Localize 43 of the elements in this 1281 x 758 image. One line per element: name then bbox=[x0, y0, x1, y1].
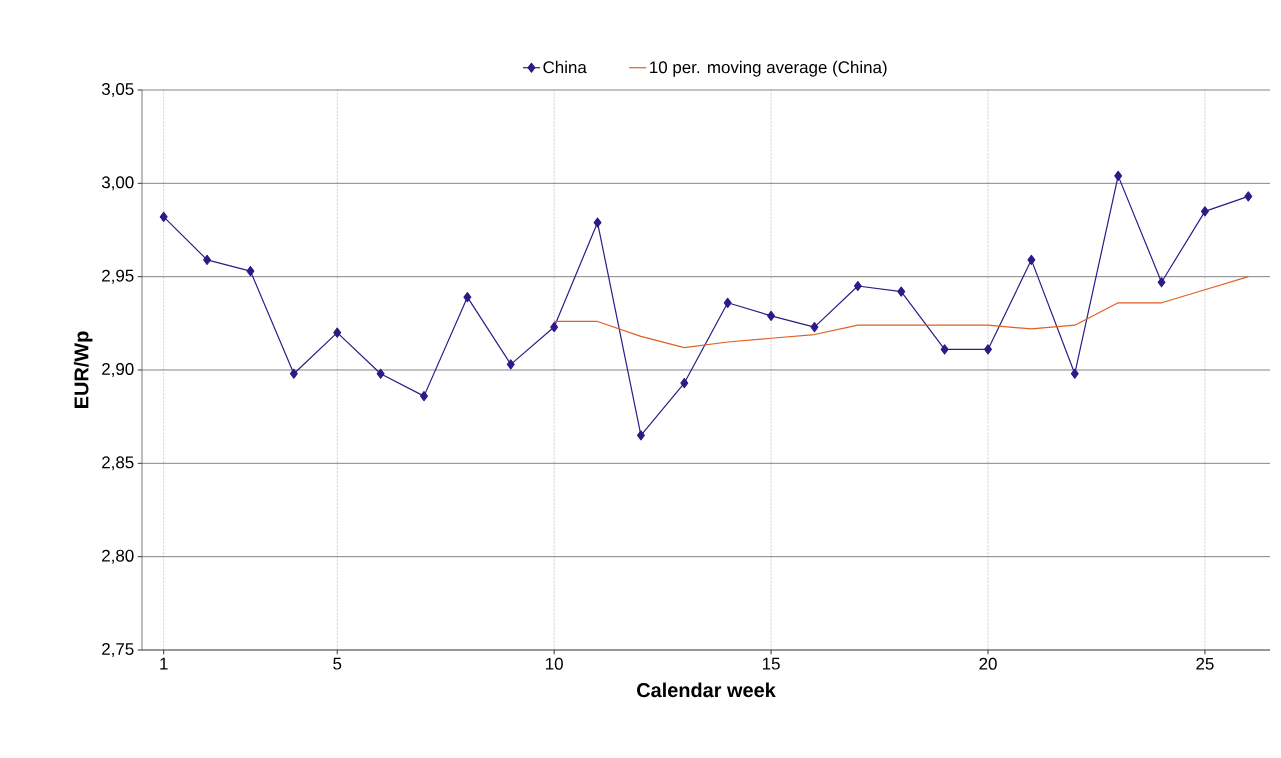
point bbox=[636, 430, 645, 441]
point bbox=[333, 327, 342, 338]
point bbox=[1114, 170, 1123, 181]
point bbox=[550, 321, 559, 333]
point bbox=[159, 211, 168, 223]
point bbox=[463, 292, 472, 303]
point bbox=[506, 359, 515, 370]
point bbox=[984, 344, 992, 355]
point bbox=[723, 297, 732, 308]
point bbox=[680, 377, 689, 389]
point bbox=[1027, 254, 1036, 265]
x-tick-label: 5 bbox=[333, 657, 342, 670]
y-tick-label: 2,85 bbox=[102, 456, 134, 471]
point bbox=[767, 310, 776, 321]
y-tick-label: 3,00 bbox=[101, 176, 134, 191]
legend-label: 10 per. moving average (China) bbox=[650, 60, 887, 77]
point bbox=[1070, 368, 1079, 379]
y-tick-label: 2,90 bbox=[102, 363, 134, 377]
point bbox=[289, 368, 298, 379]
x-tick-label: 10 bbox=[546, 657, 563, 670]
point bbox=[246, 265, 255, 277]
point bbox=[1157, 277, 1166, 288]
y-tick-label: 2,75 bbox=[102, 643, 134, 657]
point bbox=[1244, 191, 1253, 202]
point bbox=[940, 344, 949, 355]
point bbox=[376, 368, 385, 379]
legend-label: China bbox=[543, 60, 587, 74]
y-axis-title: EUR/Wp bbox=[73, 331, 93, 408]
point bbox=[593, 217, 602, 228]
point bbox=[810, 321, 819, 333]
x-axis-title: Calendar week bbox=[637, 682, 776, 698]
x-tick-label: 20 bbox=[979, 657, 997, 670]
x-tick-label: 1 bbox=[160, 657, 168, 670]
point bbox=[420, 391, 428, 402]
y-tick-label: 3,05 bbox=[101, 83, 134, 97]
y-tick-label: 2,95 bbox=[102, 269, 134, 284]
y-tick-label: 2,80 bbox=[102, 549, 134, 564]
x-tick-label: 15 bbox=[762, 657, 780, 670]
point bbox=[203, 254, 212, 265]
point bbox=[853, 280, 862, 292]
point bbox=[897, 286, 906, 297]
point bbox=[1200, 206, 1209, 217]
x-tick-label: 25 bbox=[1196, 657, 1214, 670]
